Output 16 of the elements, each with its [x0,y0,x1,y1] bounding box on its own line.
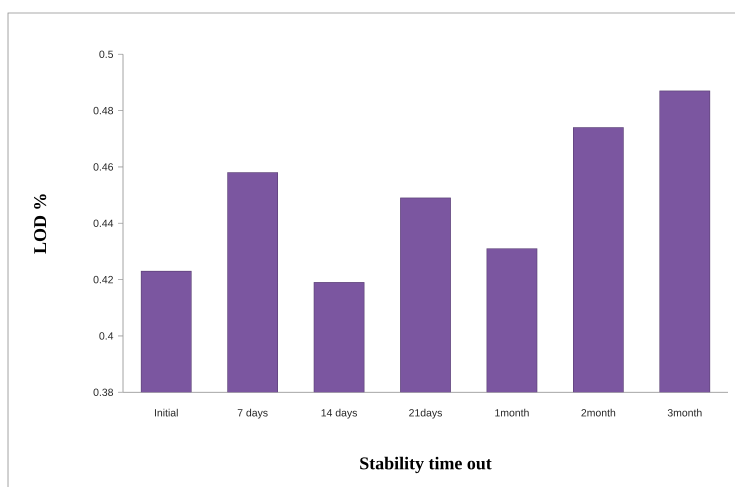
x-tick-label: 2month [581,408,616,416]
y-axis-title: LOD % [34,194,46,254]
x-tick-label: 1month [495,408,529,416]
y-tick-label: 0.5 [99,50,114,58]
y-tick-label: 0.46 [94,163,114,171]
x-tick-label: Initial [154,408,178,416]
y-tick-label: 0.38 [94,388,114,396]
y-tick-label: 0.48 [94,106,114,114]
y-tick-label: 0.42 [94,276,113,284]
x-tick-label: 3month [668,408,702,416]
x-axis-title: Stability time out [360,456,492,474]
x-tick-label: 14 days [322,408,357,419]
x-tick-label: 7 days [238,408,268,419]
x-tick-label: 21days [409,408,442,419]
y-tick-label: 0.4 [99,332,114,340]
y-tick-label: 0.44 [94,220,114,227]
